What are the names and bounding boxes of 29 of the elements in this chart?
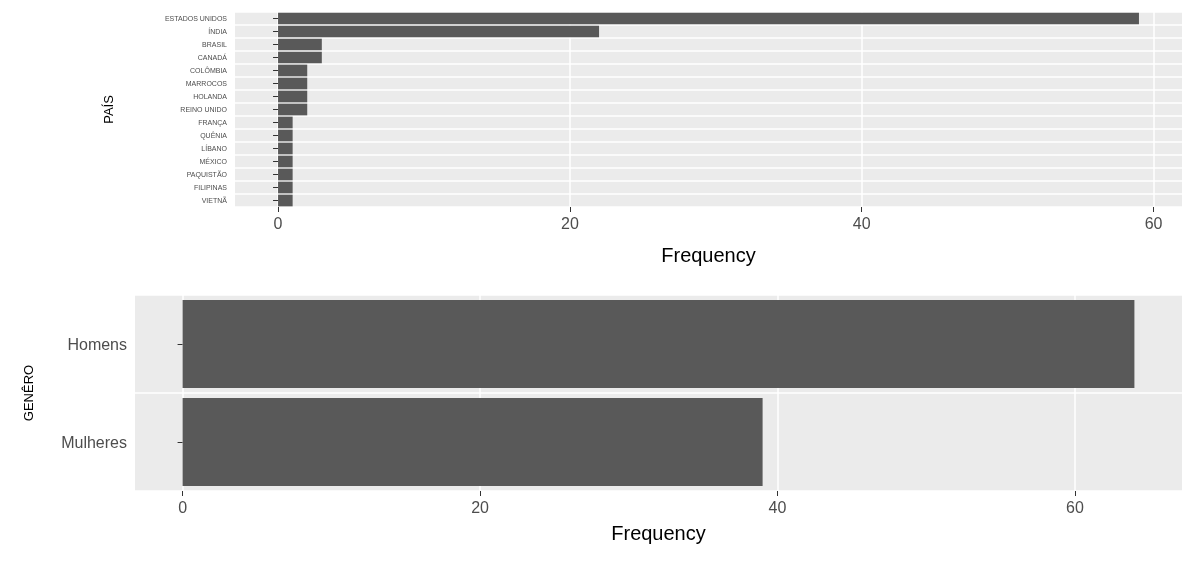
x-axis-title: Frequency [661,244,756,266]
bar [278,103,308,116]
bar [278,51,322,64]
bar [278,12,1139,25]
x-tick-label: 60 [1144,214,1163,232]
bar [278,181,293,194]
y-tick-label: Mulheres [61,433,127,451]
bar [278,194,293,207]
y-axis-title: PAÍS [101,94,116,124]
bar [278,155,293,168]
x-tick-label: 0 [178,498,188,516]
bar [278,90,308,103]
bar [278,64,308,77]
bar [278,38,322,51]
bar [278,77,308,90]
x-tick-label: 0 [273,214,283,232]
y-axis-title: GENÊRO [21,364,36,422]
bar [278,168,293,181]
x-tick-label: 20 [560,214,579,232]
bar [278,116,293,129]
x-axis-title: Frequency [611,522,706,544]
bar [278,25,600,38]
bar [278,142,293,155]
x-tick-label: 40 [768,498,787,516]
x-tick-label: 60 [1066,498,1084,516]
y-tick-label: Homens [67,335,127,353]
x-tick-label: 20 [471,498,490,516]
x-tick-label: 40 [852,214,871,232]
bar [278,129,293,142]
